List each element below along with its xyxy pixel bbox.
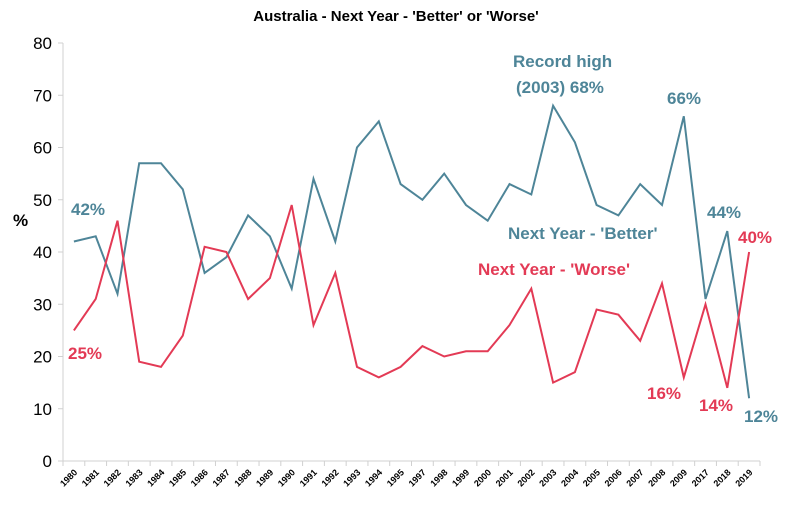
annotation-2018-worse: 14% (699, 396, 733, 415)
series-label-better: Next Year - 'Better' (508, 224, 658, 243)
x-tick-label: 1987 (211, 467, 232, 488)
annotation-2009-worse: 16% (647, 384, 681, 403)
y-tick-label: 80 (33, 34, 52, 53)
x-tick-label: 1984 (145, 467, 166, 488)
x-tick-label: 2019 (733, 467, 754, 488)
series-line-worse (73, 204, 751, 389)
series-line-better (73, 103, 751, 399)
x-tick-label: 1980 (58, 467, 79, 488)
y-tick-label: 40 (33, 243, 52, 262)
x-tick-label: 1992 (319, 467, 340, 488)
x-tick-label: 1985 (167, 467, 188, 488)
annotation-record-high-value: (2003) 68% (516, 78, 604, 97)
x-tick-label: 2004 (559, 467, 580, 488)
y-tick-label: 20 (33, 348, 52, 367)
annotation-2019-better: 12% (744, 407, 778, 426)
y-tick-label: 60 (33, 139, 52, 158)
axes (58, 42, 761, 466)
x-tick-label: 2017 (690, 467, 711, 488)
x-tick-labels: 1980 1981 1982 1983 1984 1985 1986 1987 1988 1989… (58, 467, 754, 488)
chart-title: Australia - Next Year - 'Better' or 'Wor… (253, 8, 538, 25)
x-tick-label: 1999 (450, 467, 471, 488)
y-tick-label: 70 (33, 86, 52, 105)
y-tick-labels: 0 10 20 30 40 50 60 70 80 (33, 34, 52, 471)
y-tick-label: 30 (33, 295, 52, 314)
x-tick-label: 1997 (407, 467, 428, 488)
x-tick-label: 2008 (646, 467, 667, 488)
x-tick-label: 1993 (341, 467, 362, 488)
x-tick-label: 2005 (581, 467, 602, 488)
y-tick-label: 50 (33, 191, 52, 210)
y-tick-label: 0 (43, 452, 52, 471)
x-tick-label: 1995 (385, 467, 406, 488)
x-tick-label: 1982 (102, 467, 123, 488)
x-tick-label: 1989 (254, 467, 275, 488)
annotation-start-better: 42% (71, 200, 105, 219)
series-lines (73, 103, 751, 399)
x-tick-label: 2009 (668, 467, 689, 488)
x-tick-label: 2002 (515, 467, 536, 488)
x-tick-label: 1986 (189, 467, 210, 488)
y-axis-label: % (13, 211, 28, 230)
annotation-2009-better: 66% (667, 89, 701, 108)
annotation-2019-worse: 40% (738, 228, 772, 247)
series-label-worse: Next Year - 'Worse' (478, 260, 630, 279)
x-tick-label: 1994 (363, 467, 384, 488)
x-tick-label: 1988 (232, 467, 253, 488)
y-tick-label: 10 (33, 400, 52, 419)
x-tick-label: 1983 (123, 467, 144, 488)
x-tick-label: 1998 (428, 467, 449, 488)
annotation-record-high: Record high (513, 52, 612, 71)
x-tick-label: 2001 (494, 467, 515, 488)
annotation-2018-better: 44% (707, 203, 741, 222)
x-tick-label: 1990 (276, 467, 297, 488)
x-tick-label: 2003 (537, 467, 558, 488)
x-tick-label: 2006 (603, 467, 624, 488)
x-tick-label: 1981 (80, 467, 101, 488)
x-tick-label: 2007 (624, 467, 645, 488)
annotation-start-worse: 25% (68, 344, 102, 363)
x-tick-label: 2000 (472, 467, 493, 488)
x-tick-label: 1991 (298, 467, 319, 488)
x-tick-label: 2018 (712, 467, 733, 488)
